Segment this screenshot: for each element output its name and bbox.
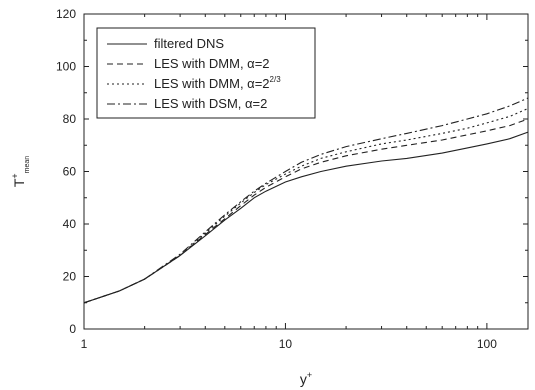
y-axis-label: T+mean	[10, 156, 31, 187]
y-axis-label-sub: mean	[24, 156, 31, 174]
x-axis-label: y+	[300, 370, 312, 387]
x-tick-label: 100	[477, 337, 497, 351]
legend-label-1: filtered DNS	[154, 36, 224, 51]
series-layer	[84, 98, 528, 303]
series-line-2	[84, 119, 528, 303]
legend-label-2: LES with DMM, α=2	[154, 56, 270, 71]
y-tick-label: 120	[56, 7, 76, 21]
x-axis-label-sup: +	[307, 370, 312, 380]
legend-label-3: LES with DMM, α=22/3	[154, 75, 281, 91]
legend-label-4: LES with DSM, α=2	[154, 96, 267, 111]
legend: filtered DNS LES with DMM, α=2 LES with DM…	[97, 28, 315, 118]
y-tick-label: 40	[63, 217, 77, 231]
series-line-3	[84, 109, 528, 303]
series-line-1	[84, 132, 528, 303]
x-tick-label: 10	[279, 337, 293, 351]
y-tick-label: 0	[69, 322, 76, 336]
x-tick-label: 1	[81, 337, 88, 351]
x-axis-label-main: y	[300, 371, 307, 387]
y-tick-label: 20	[63, 270, 77, 284]
y-axis-label-sup: +	[10, 173, 20, 178]
series-line-4	[84, 98, 528, 303]
y-tick-label: 100	[56, 60, 76, 74]
y-tick-label: 80	[63, 112, 77, 126]
y-tick-label: 60	[63, 165, 77, 179]
